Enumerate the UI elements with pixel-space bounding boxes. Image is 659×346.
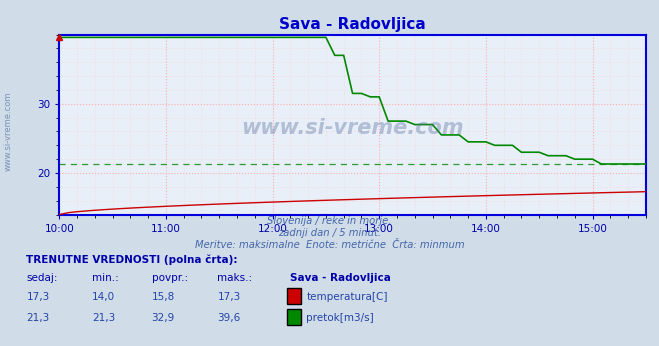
Text: Meritve: maksimalne  Enote: metrične  Črta: minmum: Meritve: maksimalne Enote: metrične Črta… <box>194 240 465 251</box>
Text: maks.:: maks.: <box>217 273 252 283</box>
Text: pretok[m3/s]: pretok[m3/s] <box>306 313 374 323</box>
Text: TRENUTNE VREDNOSTI (polna črta):: TRENUTNE VREDNOSTI (polna črta): <box>26 254 238 265</box>
Text: sedaj:: sedaj: <box>26 273 58 283</box>
Text: 32,9: 32,9 <box>152 313 175 323</box>
Text: www.si-vreme.com: www.si-vreme.com <box>241 118 464 138</box>
Text: 15,8: 15,8 <box>152 292 175 302</box>
Text: 17,3: 17,3 <box>217 292 241 302</box>
Text: 39,6: 39,6 <box>217 313 241 323</box>
Text: 17,3: 17,3 <box>26 292 49 302</box>
Text: temperatura[C]: temperatura[C] <box>306 292 388 302</box>
Title: Sava - Radovljica: Sava - Radovljica <box>279 17 426 32</box>
Text: 21,3: 21,3 <box>92 313 115 323</box>
Text: Slovenija / reke in morje.: Slovenija / reke in morje. <box>268 216 391 226</box>
Text: min.:: min.: <box>92 273 119 283</box>
Text: zadnji dan / 5 minut.: zadnji dan / 5 minut. <box>278 228 381 238</box>
Text: www.si-vreme.com: www.si-vreme.com <box>3 92 13 171</box>
Text: Sava - Radovljica: Sava - Radovljica <box>290 273 391 283</box>
Text: 14,0: 14,0 <box>92 292 115 302</box>
Text: 21,3: 21,3 <box>26 313 49 323</box>
Text: povpr.:: povpr.: <box>152 273 188 283</box>
